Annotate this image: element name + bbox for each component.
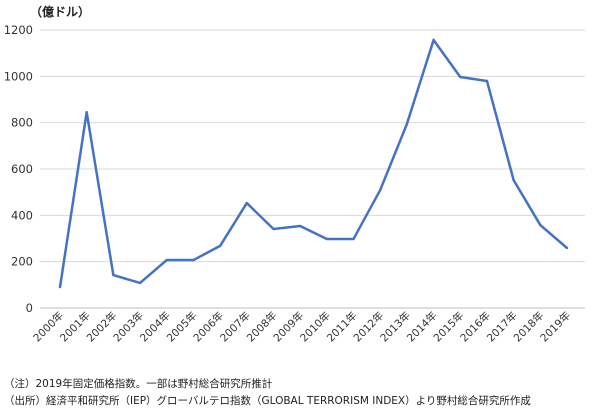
y-tick-label: 600	[11, 162, 33, 176]
x-tick-label: 2019年	[538, 309, 574, 345]
data-point	[539, 223, 542, 227]
data-point	[165, 258, 168, 262]
data-point	[565, 246, 569, 250]
data-point	[325, 237, 329, 241]
y-tick-label: 200	[11, 255, 33, 269]
data-point	[352, 237, 355, 241]
data-point	[112, 273, 115, 277]
chart-source: （出所）経済平和研究所（IEP）グローバルテロ指数（GLOBAL TERRORI…	[4, 395, 531, 407]
data-point	[245, 201, 248, 205]
data-point	[432, 38, 435, 42]
data-point	[298, 224, 302, 228]
line-chart: 0200400600800100012002000年2001年2002年2003…	[4, 23, 585, 345]
data-point	[138, 281, 142, 285]
y-tick-label: 0	[26, 301, 33, 315]
data-point	[218, 244, 222, 248]
y-tick-label: 1000	[4, 69, 33, 83]
data-point	[58, 285, 62, 289]
data-point	[192, 258, 195, 262]
y-axis-unit-label: （億ドル）	[30, 5, 91, 19]
data-point	[405, 122, 409, 126]
y-tick-label: 400	[11, 208, 33, 222]
y-tick-label: 800	[11, 116, 33, 130]
data-point	[272, 227, 275, 231]
chart-note: （注）2019年固定価格指数。一部は野村総合研究所推計	[4, 378, 273, 390]
data-point	[85, 111, 88, 114]
series-line	[58, 38, 568, 288]
data-point	[485, 79, 489, 83]
data-point	[512, 178, 515, 182]
data-point	[379, 188, 382, 192]
data-point	[459, 75, 462, 79]
y-tick-label: 1200	[4, 23, 33, 37]
